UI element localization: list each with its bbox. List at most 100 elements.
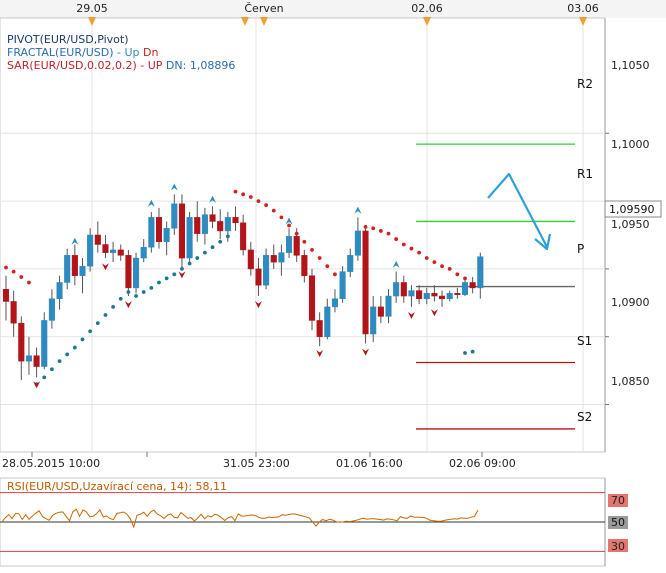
price-tick-1: 1,1000 bbox=[611, 138, 650, 151]
top-axis-marker-3 bbox=[423, 17, 431, 26]
candle-body-50 bbox=[385, 295, 392, 317]
sar-dot-bull-3 bbox=[57, 359, 62, 364]
sar-dot-bull-10 bbox=[111, 304, 115, 309]
candle-48 bbox=[370, 296, 377, 343]
sar-dot-bear-19 bbox=[371, 226, 376, 231]
fractal-up-3 bbox=[209, 195, 217, 203]
candle-body-3 bbox=[25, 355, 32, 362]
candle-22 bbox=[171, 194, 178, 235]
sar-dot-bull-2 bbox=[50, 367, 54, 372]
candle-body-1 bbox=[10, 301, 17, 324]
candle-31 bbox=[240, 214, 247, 256]
candle-26 bbox=[201, 207, 208, 245]
candle-body-30 bbox=[232, 217, 239, 224]
legend-sar-up: UP bbox=[148, 59, 163, 72]
candle-21 bbox=[163, 221, 170, 256]
candle-24 bbox=[186, 211, 193, 263]
rsi-tick-70-bg bbox=[608, 494, 628, 507]
candle-46 bbox=[354, 217, 361, 261]
sar-dot-bear-22 bbox=[394, 237, 399, 241]
candle-47 bbox=[362, 225, 369, 344]
sar-dot-bull-14 bbox=[141, 290, 146, 294]
candle-52 bbox=[400, 275, 407, 303]
candle-body-61 bbox=[469, 282, 476, 289]
candle-body-26 bbox=[201, 214, 208, 234]
fractal-dn-5 bbox=[316, 349, 324, 357]
level-label-r2: R2 bbox=[577, 77, 593, 91]
candle-body-52 bbox=[400, 282, 407, 297]
candle-40 bbox=[308, 268, 316, 330]
legend-pivot: PIVOT(EUR/USD,Pivot) bbox=[7, 33, 129, 46]
fractal-dn-6 bbox=[362, 348, 370, 356]
candle-56 bbox=[431, 285, 438, 302]
sar-dot-bull-26 bbox=[463, 351, 467, 355]
candle-body-22 bbox=[171, 203, 178, 229]
fractal-dn-2 bbox=[124, 301, 132, 309]
sar-dot-bear-28 bbox=[440, 264, 444, 269]
candle-41 bbox=[316, 312, 323, 347]
legend-fractal-up: Up bbox=[124, 46, 139, 59]
pivot-levels bbox=[416, 143, 575, 430]
sar-dot-bull-21 bbox=[195, 256, 200, 260]
sar-dot-bear-31 bbox=[463, 276, 467, 281]
candle-body-48 bbox=[370, 306, 377, 335]
top-label-2: 02.06 bbox=[411, 2, 443, 15]
price-tick-4: 1,0850 bbox=[611, 375, 650, 388]
candle-body-4 bbox=[33, 355, 40, 367]
bottom-label-1: 31.05 23:00 bbox=[223, 457, 290, 470]
level-label-s1: S1 bbox=[577, 334, 592, 348]
level-label-s2: S2 bbox=[577, 410, 592, 424]
candle-33 bbox=[255, 258, 262, 297]
candle-62 bbox=[477, 252, 484, 299]
sar-dot-bull-5 bbox=[72, 345, 77, 350]
price-tick-2: 1,0950 bbox=[611, 218, 650, 231]
sar-dot-bear-21 bbox=[386, 231, 391, 236]
sar-dot-bear-4 bbox=[233, 189, 238, 194]
candle-body-25 bbox=[194, 217, 201, 234]
candle-36 bbox=[278, 244, 285, 276]
current-price-label: 1,09590 bbox=[609, 203, 655, 216]
sar-dot-bull-8 bbox=[95, 321, 100, 326]
candle-28 bbox=[217, 209, 224, 240]
candle-54 bbox=[416, 285, 423, 305]
candle-50 bbox=[385, 289, 392, 324]
sar-dot-bear-23 bbox=[401, 242, 406, 247]
candle-body-15 bbox=[117, 249, 124, 256]
candle-12 bbox=[94, 221, 101, 253]
rsi-labels: RSI(EUR/USD,Uzavírací cena, 14): 58,11 7… bbox=[7, 480, 628, 553]
sar-dot-bear-0 bbox=[4, 265, 8, 270]
candle-body-57 bbox=[439, 295, 446, 299]
candle-9 bbox=[71, 244, 78, 286]
candle-body-55 bbox=[423, 293, 430, 299]
candlesticks bbox=[2, 194, 484, 381]
top-axis-labels: 29.05 Červen 02.06 03.06 bbox=[76, 2, 599, 15]
rsi-tick-50: 50 bbox=[611, 516, 625, 529]
fractal-dn-1 bbox=[101, 263, 109, 271]
candle-19 bbox=[148, 211, 155, 253]
candle-55 bbox=[423, 287, 430, 305]
sar-dot-bear-12 bbox=[294, 231, 299, 236]
sar-dot-bull-12 bbox=[126, 290, 131, 294]
top-axis-marker-1 bbox=[241, 17, 249, 26]
sar-dot-bull-7 bbox=[88, 329, 93, 334]
candle-body-45 bbox=[347, 255, 354, 272]
candle-6 bbox=[48, 289, 55, 329]
legend: PIVOT(EUR/USD,Pivot) FRACTAL(EUR/USD) - … bbox=[7, 33, 235, 72]
sar-dot-bull-1 bbox=[42, 375, 47, 380]
top-axis-marker-4 bbox=[579, 17, 587, 26]
candle-43 bbox=[331, 289, 338, 313]
candle-13 bbox=[102, 235, 109, 259]
bottom-label-0: 28.05.2015 10:00 bbox=[2, 457, 100, 470]
candle-body-58 bbox=[446, 293, 453, 299]
forecast-path bbox=[487, 172, 548, 248]
pivot-level-labels: R2 R1 P S1 S2 bbox=[577, 77, 593, 424]
sar-dot-bear-8 bbox=[264, 203, 268, 208]
sar-dot-bear-30 bbox=[455, 272, 460, 277]
forecast-arrow bbox=[487, 172, 552, 251]
candle-body-62 bbox=[477, 256, 484, 289]
parabolic-sar bbox=[4, 189, 475, 387]
sar-dot-bull-25 bbox=[225, 234, 230, 239]
candle-body-21 bbox=[163, 227, 170, 243]
fractal-up-5 bbox=[354, 206, 362, 214]
